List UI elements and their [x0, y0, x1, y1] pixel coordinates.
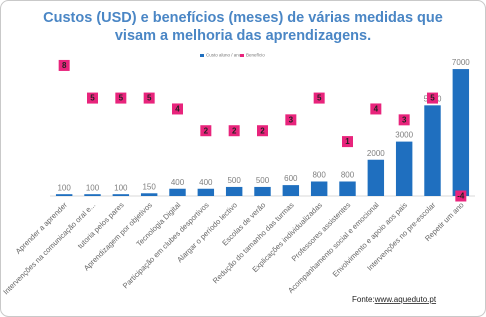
- benefit-label: 3: [289, 115, 294, 124]
- value-label: 100: [86, 183, 100, 192]
- benefit-label: 4: [374, 105, 379, 114]
- source-prefix: Fonte:: [352, 295, 375, 304]
- bar: [339, 181, 356, 196]
- value-label: 400: [171, 178, 185, 187]
- bar: [112, 194, 130, 196]
- bar: [84, 194, 101, 196]
- bar: [140, 193, 158, 196]
- benefit-label: 8: [62, 61, 67, 70]
- value-label: 500: [256, 176, 270, 185]
- benefit-label: 3: [402, 115, 407, 124]
- value-label: 400: [199, 178, 213, 187]
- bar: [197, 188, 215, 196]
- benefit-marker: [285, 114, 297, 126]
- value-label: 800: [341, 171, 355, 180]
- benefit-label: -4: [457, 192, 465, 201]
- chart-title: Custos (USD) e benefícios (meses) de vár…: [43, 10, 443, 26]
- benefit-marker: [115, 92, 127, 104]
- bar: [225, 186, 243, 196]
- benefit-label: 5: [90, 94, 95, 103]
- bar: [55, 194, 73, 196]
- bar: [395, 141, 413, 196]
- bar: [367, 159, 385, 196]
- bar: [424, 105, 441, 196]
- legend-label: Custo aluno / ano: [206, 53, 242, 58]
- value-label: 3000: [395, 131, 413, 140]
- value-label: 500: [227, 176, 241, 185]
- bar: [254, 186, 271, 196]
- benefit-marker: [398, 114, 410, 126]
- benefit-label: 2: [260, 126, 265, 135]
- benefit-marker: [427, 92, 438, 104]
- benefit-marker: [370, 103, 382, 115]
- benefit-label: 4: [175, 105, 180, 114]
- bar: [169, 188, 186, 196]
- legend-swatch: [200, 54, 204, 57]
- benefit-marker: [228, 125, 240, 137]
- chart-title: visam a melhoria das aprendizagens.: [115, 28, 371, 44]
- value-label: 2000: [367, 149, 385, 158]
- benefit-label: 2: [232, 126, 237, 135]
- value-label: 7000: [452, 58, 470, 67]
- legend-swatch: [240, 54, 244, 57]
- benefit-marker: [455, 190, 467, 202]
- benefit-label: 5: [119, 94, 124, 103]
- benefit-marker: [87, 92, 98, 104]
- benefit-label: 1: [345, 137, 350, 146]
- source: Fonte:www.aqueduto.pt: [352, 295, 437, 304]
- bar: [452, 69, 470, 196]
- bar: [282, 185, 300, 196]
- benefit-label: 5: [317, 94, 322, 103]
- benefit-marker: [58, 59, 70, 71]
- value-label: 600: [284, 174, 298, 183]
- benefit-label: 2: [204, 126, 209, 135]
- value-label: 800: [312, 171, 326, 180]
- source-url[interactable]: www.aqueduto.pt: [374, 295, 437, 304]
- value-label: 100: [114, 183, 128, 192]
- benefit-marker: [257, 125, 268, 137]
- benefit-marker: [143, 92, 155, 104]
- benefit-marker: [200, 125, 212, 137]
- benefit-marker: [342, 136, 353, 148]
- bar: [310, 181, 328, 196]
- value-label: 100: [57, 183, 71, 192]
- benefit-marker: [313, 92, 325, 104]
- value-label: 150: [142, 182, 156, 191]
- legend-label: Benefício: [246, 53, 265, 58]
- benefit-label: 5: [147, 94, 152, 103]
- benefit-label: 5: [430, 94, 435, 103]
- benefit-marker: [172, 103, 183, 115]
